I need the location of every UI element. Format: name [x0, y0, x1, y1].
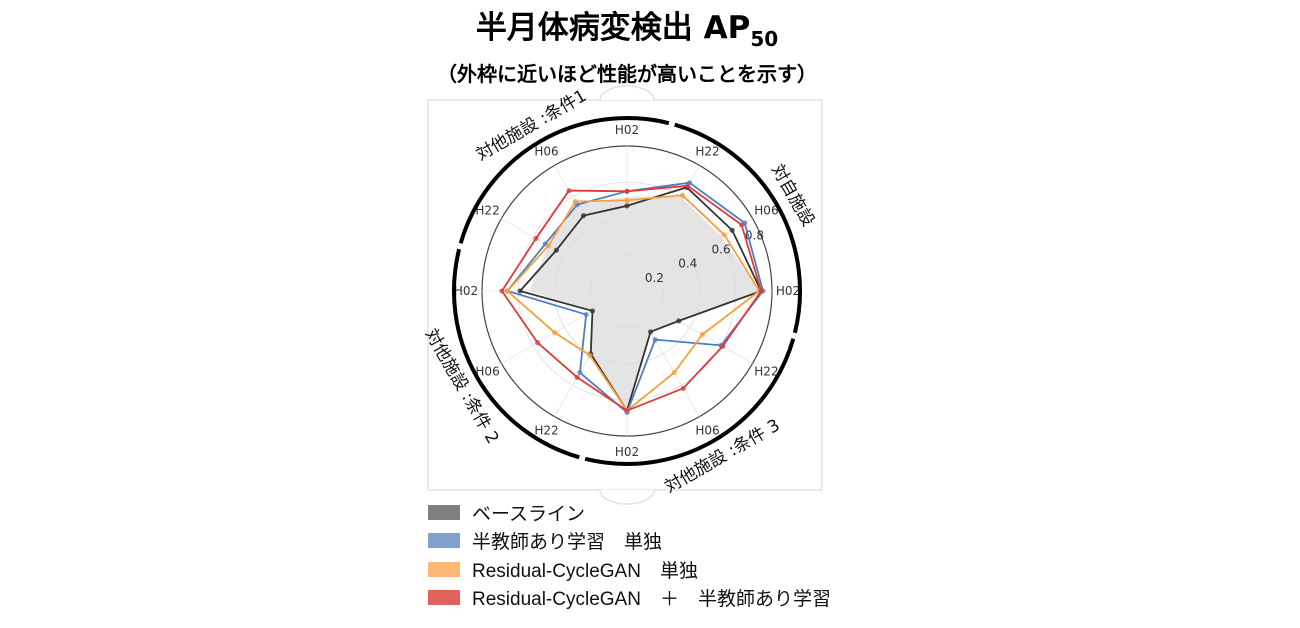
data-point: [583, 311, 589, 318]
data-point: [572, 198, 578, 205]
chart-subtitle: （外枠に近いほど性能が高いことを示す）: [437, 62, 817, 86]
data-point: [589, 308, 596, 314]
frame-tab-bottom: [599, 489, 655, 505]
chart-title: 半月体病変検出 AP50: [0, 2, 1254, 51]
axis-label: H22: [695, 145, 719, 159]
data-point: [699, 331, 705, 338]
data-point: [587, 352, 593, 358]
data-point: [517, 288, 523, 294]
shaded-region: [529, 196, 760, 411]
data-point: [652, 337, 658, 343]
axis-label: H06: [534, 145, 558, 159]
legend-swatch: [428, 504, 460, 520]
data-point: [624, 408, 630, 414]
grid-spoke: [626, 290, 753, 364]
data-point: [680, 385, 686, 391]
legend-swatch: [428, 561, 460, 577]
data-point: [721, 232, 727, 238]
data-point: [566, 187, 572, 194]
legend-label: Residual-CycleGAN ＋ 半教師あり学習: [472, 589, 831, 611]
legend-item-baseline: ベースライン: [428, 498, 831, 527]
axis-label: H06: [754, 204, 778, 218]
data-point: [647, 329, 654, 335]
legend-label: ベースライン: [472, 503, 586, 525]
chart-title-text: 半月体病変検出 AP: [475, 10, 751, 46]
data-point: [545, 243, 552, 249]
data-point: [553, 247, 559, 253]
data-point: [679, 192, 685, 198]
axis-label: H02: [454, 284, 478, 298]
axis-label: H02: [615, 123, 639, 137]
legend: ベースライン 半教師あり学習 単独 Residual-CycleGAN 単独 R…: [428, 498, 831, 612]
group-arc: [458, 116, 670, 244]
radial-tick-label: 0.2: [645, 271, 664, 285]
axis-label: H06: [695, 423, 719, 437]
data-point: [720, 343, 726, 349]
grid-spoke: [626, 290, 700, 417]
group-label: 対自施設: [767, 161, 818, 230]
data-point: [533, 235, 539, 242]
data-point: [534, 340, 541, 346]
chart-title-subscript: 50: [750, 27, 779, 51]
data-point: [685, 183, 691, 189]
series-3: [499, 183, 764, 414]
data-point: [671, 370, 677, 376]
legend-item-combined: Residual-CycleGAN ＋ 半教師あり学習: [428, 584, 831, 613]
group-arc: [452, 248, 580, 460]
legend-swatch: [428, 590, 460, 606]
axis-label: H22: [754, 365, 778, 379]
data-point: [577, 370, 583, 376]
data-point: [676, 318, 682, 324]
legend-label: Residual-CycleGAN 単独: [472, 560, 698, 582]
grid-spoke: [501, 290, 628, 364]
axis-label: H06: [475, 365, 499, 379]
grid-spoke: [554, 165, 628, 292]
legend-item-semi-supervised: 半教師あり学習 単独: [428, 527, 831, 556]
data-point: [624, 188, 630, 194]
grid-spoke: [501, 218, 628, 292]
data-point: [574, 374, 580, 380]
data-point: [504, 288, 510, 294]
group-arc: [674, 122, 802, 334]
data-point: [499, 288, 505, 294]
data-point: [624, 203, 630, 209]
legend-item-residual-cyclegan: Residual-CycleGAN 単独: [428, 555, 831, 584]
data-point: [552, 330, 558, 336]
data-point: [624, 197, 630, 203]
data-point: [580, 213, 587, 219]
radial-tick-label: 0.6: [712, 243, 731, 257]
legend-label: 半教師あり学習 単独: [472, 532, 663, 554]
legend-swatch: [428, 533, 460, 549]
axis-label: H02: [776, 284, 800, 298]
radial-tick-label: 0.4: [678, 257, 697, 271]
data-point: [758, 288, 764, 294]
axis-label: H22: [534, 423, 558, 437]
data-point: [738, 222, 745, 228]
frame-tab-top: [599, 85, 655, 101]
data-point: [729, 227, 735, 233]
axis-label: H22: [475, 204, 499, 218]
group-arc: [584, 338, 796, 466]
axis-label: H02: [615, 445, 639, 459]
